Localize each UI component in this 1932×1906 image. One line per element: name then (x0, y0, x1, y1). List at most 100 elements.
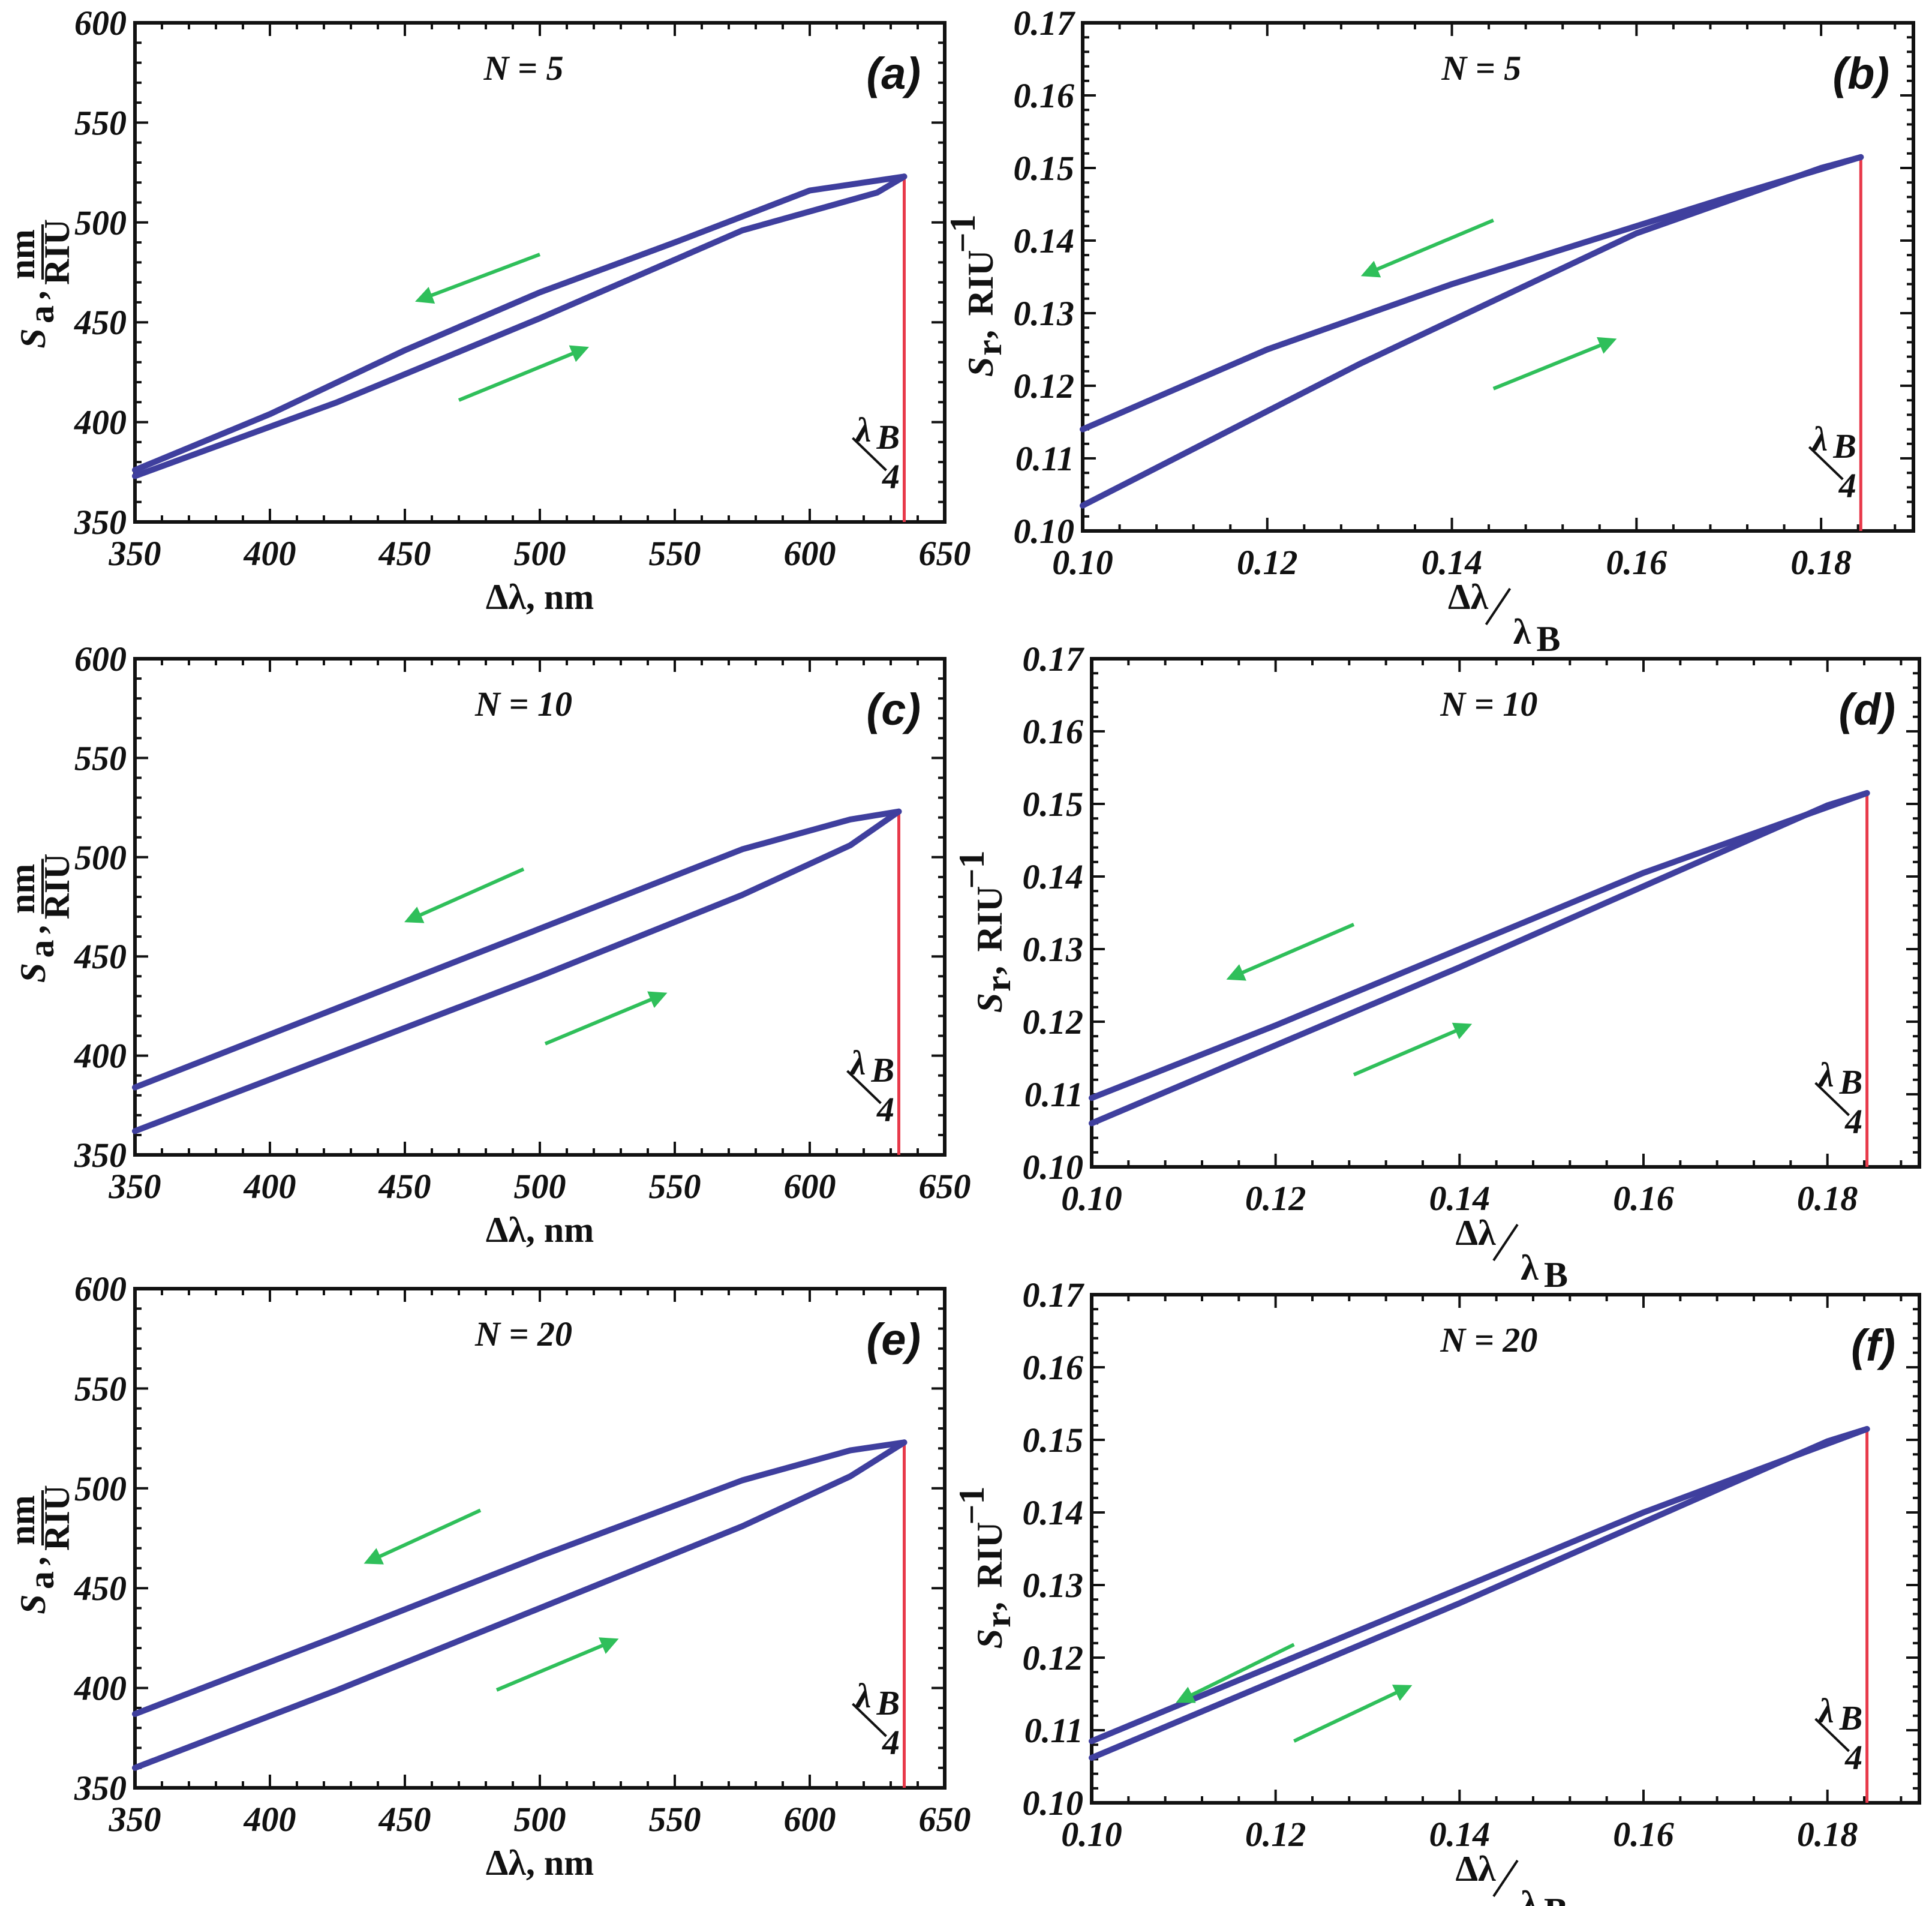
x-tick-label: 0.12 (1245, 1815, 1306, 1854)
y-tick-label: 0.10 (1023, 1148, 1084, 1187)
y-tick-label: 450 (74, 303, 127, 342)
series-decreasing (132, 1439, 908, 1717)
panel-d: 0.10 0.12 0.14 0.16 0.18 0.10 0.11 0.12 0.13 0.14… (952, 640, 1921, 1295)
x-tick-label: 0.18 (1790, 543, 1852, 582)
marker-label-four: 4 (876, 1090, 894, 1129)
marker-label-sub: B (871, 1050, 895, 1089)
y-axis-label-unit: RIU (970, 1521, 1009, 1587)
y-axis-label-sub: a (22, 305, 61, 323)
y-axis-label-sup: −1 (952, 850, 991, 889)
series-increasing (1089, 1425, 1870, 1761)
x-tick-label: 500 (514, 534, 566, 573)
panel-title: N = 10 (1440, 685, 1537, 724)
x-tick-label: 0.12 (1245, 1179, 1306, 1218)
panel-label: (c) (867, 685, 921, 734)
x-tick-label: 500 (514, 1167, 566, 1206)
y-tick-label: 0.16 (1023, 712, 1084, 751)
x-tick-label: 450 (378, 1167, 431, 1206)
y-tick-label: 0.13 (1023, 930, 1084, 969)
x-tick-label: 0.12 (1237, 543, 1298, 582)
y-axis-label-unit-den: RIU (37, 853, 77, 919)
x-axis-label-num: Δλ (1455, 1849, 1496, 1889)
x-tick-label: 650 (919, 1800, 971, 1839)
x-tick-label: 0.18 (1797, 1179, 1858, 1218)
panel-label: (a) (867, 49, 921, 98)
y-axis-label: Sr, RIU−1 (952, 1486, 1018, 1649)
panel-e: 350 400 450 500 550 600 650 350 400 450 500 550 600 λ… (2, 1269, 971, 1883)
y-tick-label: 500 (74, 1469, 127, 1508)
y-tick-label: 0.16 (1023, 1348, 1084, 1387)
panel-label: (f) (1851, 1320, 1895, 1370)
x-axis-label-num: Δλ (1455, 1213, 1496, 1253)
y-axis-label-unit: RIU (961, 250, 1000, 316)
y-tick-label: 0.13 (1023, 1566, 1084, 1605)
y-tick-label: 0.17 (1023, 640, 1085, 679)
x-tick-label: 650 (919, 534, 971, 573)
axis-ticks (1090, 658, 1919, 1168)
panel-b: 0.10 0.12 0.14 0.16 0.18 0.10 0.11 0.12 0.13 0.14… (943, 4, 1915, 659)
series-increasing (1089, 790, 1870, 1127)
panel-title: N = 5 (483, 49, 564, 88)
y-tick-label: 550 (74, 1369, 127, 1408)
marker-label-four: 4 (1844, 1738, 1862, 1777)
marker-label-four: 4 (882, 457, 900, 496)
direction-arrow (1176, 1643, 1295, 1703)
x-tick-label: 350 (109, 1167, 161, 1206)
y-tick-label: 600 (74, 640, 127, 679)
y-axis-label-unit-den: RIU (37, 219, 77, 285)
marker-label-sub: B (876, 1683, 900, 1722)
series-increasing (132, 1439, 908, 1771)
y-axis-label-sub: r (969, 340, 1009, 356)
y-tick-label: 0.15 (1023, 785, 1084, 824)
x-axis-label-num: Δλ (1448, 577, 1489, 617)
y-tick-label: 0.16 (1014, 76, 1075, 115)
y-tick-label: 0.14 (1023, 1493, 1084, 1532)
y-axis-label-comma: , (961, 330, 1000, 339)
series-decreasing (1080, 154, 1864, 433)
plot-frame (1090, 657, 1921, 1169)
marker-label: λ B4 (852, 1676, 900, 1762)
panel-title: N = 5 (1441, 49, 1521, 88)
y-tick-label: 0.17 (1023, 1275, 1085, 1314)
series-increasing (132, 173, 908, 479)
y-axis-label-comma: , (13, 1557, 53, 1566)
x-tick-label: 350 (109, 534, 161, 573)
marker-label-four: 4 (1838, 466, 1856, 505)
axis-ticks (134, 658, 946, 1156)
panel-label: (b) (1833, 49, 1890, 98)
marker-label-sub: B (1832, 427, 1856, 466)
y-tick-label: 450 (74, 937, 127, 976)
marker-label-slash (1808, 446, 1844, 481)
x-tick-label: 0.18 (1797, 1815, 1858, 1854)
y-tick-label: 450 (74, 1569, 127, 1608)
direction-arrow (1360, 218, 1494, 278)
direction-arrow (414, 253, 541, 304)
y-tick-label: 550 (74, 103, 127, 142)
x-tick-label: 0.14 (1429, 1815, 1491, 1854)
marker-label: λ B4 (846, 1043, 895, 1129)
x-tick-label: 550 (649, 1167, 701, 1206)
direction-arrow (363, 1508, 482, 1565)
marker-label-slash (852, 1703, 887, 1737)
panel-label: (d) (1839, 685, 1896, 734)
marker-label-four: 4 (882, 1723, 900, 1762)
axis-ticks (134, 22, 946, 523)
x-tick-label: 0.16 (1613, 1815, 1674, 1854)
direction-arrow (458, 345, 590, 402)
plot-frame (133, 21, 947, 524)
panel-label: (e) (867, 1314, 921, 1364)
direction-arrow (1353, 1022, 1473, 1077)
panel-a: 350 400 450 500 550 600 650 350 400 450 500 550 600 λ… (2, 4, 971, 617)
y-tick-label: 600 (74, 1269, 127, 1308)
y-axis-label: Sr, RIU−1 (943, 214, 1009, 377)
marker-label-slash (852, 437, 887, 472)
y-axis-label-sub: r (978, 1611, 1018, 1628)
y-tick-label: 400 (74, 403, 127, 442)
panel-title: N = 20 (1440, 1320, 1537, 1359)
marker-label-sub: B (1839, 1062, 1863, 1101)
y-tick-label: 0.12 (1023, 1638, 1084, 1677)
panel-c: 350 400 450 500 550 600 650 350 400 450 500 550 600 λ… (2, 640, 971, 1250)
x-axis-label-den-sub: B (1544, 1891, 1568, 1906)
y-axis-label-unit-num: nm (2, 864, 42, 914)
